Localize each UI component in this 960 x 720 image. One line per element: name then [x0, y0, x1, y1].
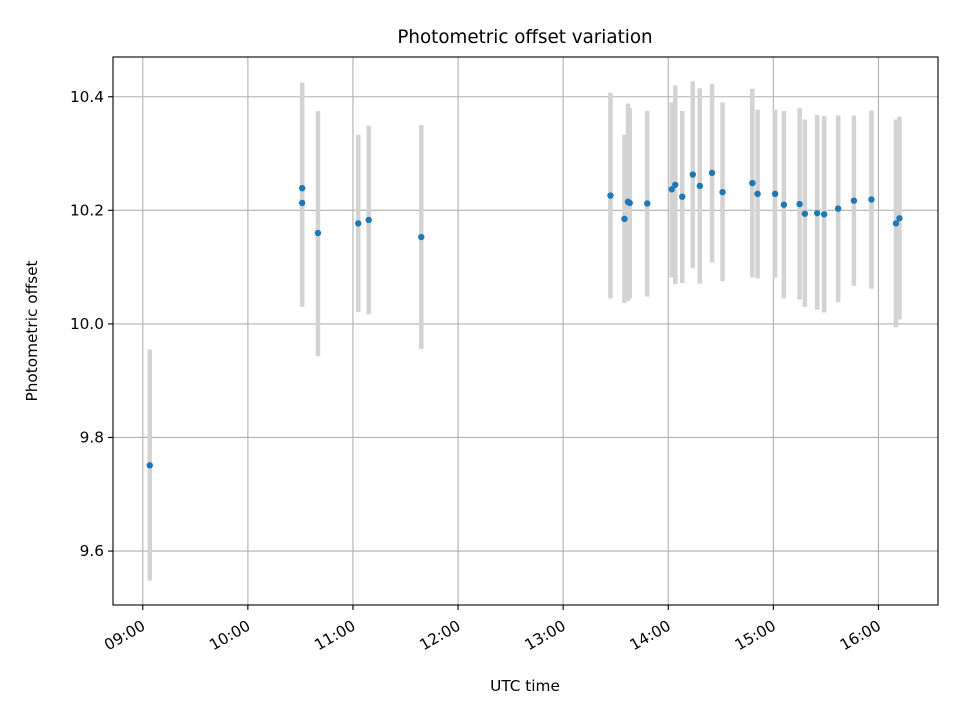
data-point — [418, 233, 425, 241]
data-point — [801, 210, 809, 217]
data-point — [868, 196, 875, 203]
chart-title: Photometric offset variation — [397, 27, 652, 48]
data-point — [607, 192, 614, 199]
data-point — [696, 182, 703, 190]
y-tick-label: 10.2 — [70, 201, 104, 219]
data-point — [796, 200, 803, 208]
data-point — [626, 199, 633, 207]
data-point — [892, 220, 900, 227]
y-axis-label: Photometric offset — [23, 260, 41, 401]
data-point — [146, 462, 153, 469]
data-point — [834, 205, 842, 212]
data-point — [672, 181, 679, 188]
data-point — [314, 229, 322, 237]
data-point — [820, 211, 828, 218]
data-point — [365, 216, 372, 224]
x-axis-label: UTC time — [490, 677, 560, 695]
data-points — [146, 169, 903, 469]
data-point — [298, 199, 306, 207]
data-point — [850, 197, 858, 204]
data-point — [355, 220, 362, 227]
y-tick-label: 9.8 — [80, 428, 104, 446]
y-tick-label: 10.4 — [70, 88, 104, 106]
data-point — [749, 179, 756, 187]
data-point — [896, 215, 903, 222]
grid — [113, 57, 938, 605]
data-point — [621, 215, 628, 223]
data-point — [780, 201, 788, 208]
y-axis-ticks: 9.6 9.8 10.0 10.2 10.4 — [70, 88, 113, 560]
data-point — [754, 190, 761, 198]
data-point — [719, 188, 726, 196]
data-point — [298, 184, 306, 192]
data-point — [679, 193, 686, 200]
y-tick-label: 9.6 — [80, 542, 104, 560]
data-point — [644, 200, 651, 207]
data-point — [689, 171, 696, 178]
data-point — [813, 209, 821, 217]
data-point — [771, 190, 779, 198]
data-point — [708, 169, 716, 177]
plot-frame — [112, 56, 939, 606]
data-point — [668, 186, 675, 193]
y-tick-label: 10.0 — [70, 315, 104, 333]
